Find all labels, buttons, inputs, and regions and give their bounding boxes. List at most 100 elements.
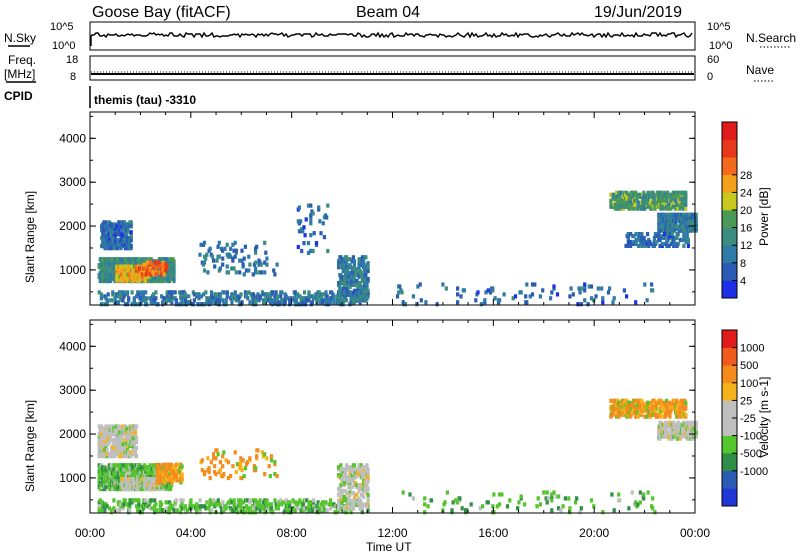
range-time-cell [601, 510, 605, 515]
power-colorbar-tick: 12 [740, 240, 752, 252]
range-time-cell [337, 492, 341, 497]
range-time-cell [254, 270, 258, 275]
range-time-cell [601, 296, 605, 301]
range-time-cell [646, 232, 650, 237]
range-time-cell [180, 296, 184, 301]
range-time-cell [99, 432, 103, 437]
range-time-cell [265, 456, 269, 461]
range-time-cell [214, 456, 218, 461]
range-time-cell [137, 502, 141, 507]
range-time-cell [352, 259, 357, 264]
range-time-cell [187, 294, 191, 299]
range-time-cell [656, 406, 661, 411]
range-time-cell [208, 246, 212, 251]
range-time-cell [664, 214, 668, 219]
range-time-cell [156, 270, 161, 275]
range-time-cell [239, 464, 243, 469]
range-time-cell [125, 426, 130, 431]
range-time-cell [592, 504, 596, 509]
range-time-cell [170, 263, 174, 268]
range-time-cell [209, 300, 214, 305]
nsearch-label: N.Search [746, 31, 796, 45]
range-time-cell [569, 286, 573, 291]
colorbar-segment [722, 330, 737, 348]
range-time-cell [218, 266, 222, 271]
range-time-cell [618, 498, 622, 503]
range-time-cell [107, 424, 111, 429]
range-time-cell [305, 498, 309, 503]
range-time-cell [403, 302, 407, 307]
nsky-trace [90, 31, 693, 46]
range-time-cell [678, 224, 682, 229]
range-time-cell [119, 444, 123, 449]
range-time-cell [659, 206, 663, 211]
power-ylabel: Slant Range [km] [23, 191, 37, 283]
range-time-cell [139, 257, 143, 262]
range-time-cell [197, 292, 201, 297]
range-time-cell [684, 202, 688, 207]
range-time-cell [141, 290, 145, 295]
range-time-cell [174, 468, 178, 473]
range-time-cell [606, 290, 611, 295]
range-time-cell [124, 473, 128, 478]
range-time-cell [684, 206, 688, 211]
range-time-cell [234, 470, 238, 475]
range-time-cell [579, 302, 583, 307]
range-time-cell [254, 298, 258, 303]
range-time-cell [418, 282, 422, 287]
range-time-cell [292, 296, 296, 301]
range-time-cell [172, 259, 176, 264]
range-time-cell [667, 243, 671, 248]
range-time-cell [212, 258, 216, 263]
range-time-cell [460, 506, 464, 511]
velocity-colorbar-tick: 25 [740, 395, 752, 407]
range-time-cell [670, 232, 675, 237]
range-time-cell [583, 298, 587, 303]
colorbar-segment [722, 400, 737, 419]
range-time-cell [130, 302, 134, 307]
range-time-cell [684, 412, 688, 417]
range-time-cell [180, 502, 184, 507]
x-tick-label: 00:00 [75, 526, 105, 540]
range-time-cell [538, 294, 542, 299]
range-time-cell [530, 282, 535, 287]
range-time-cell [360, 284, 365, 289]
range-time-cell [175, 508, 179, 513]
range-time-cell [676, 232, 680, 237]
x-axis-tick-labels: 00:00 04:00 08:00 12:00 16:00 20:00 00:00 [75, 526, 710, 540]
range-time-cell [137, 292, 141, 297]
range-time-cell [350, 267, 354, 272]
colorbar-segment [722, 262, 737, 281]
range-time-cell [206, 270, 210, 275]
range-time-cell [140, 477, 144, 482]
range-time-cell [568, 510, 572, 515]
range-time-cell [240, 258, 244, 263]
range-time-cell [314, 241, 319, 246]
range-time-cell [479, 302, 483, 307]
colorbar-segment [722, 470, 737, 489]
x-tick-label: 12:00 [377, 526, 407, 540]
range-time-cell [263, 300, 267, 305]
range-time-cell [251, 292, 255, 297]
range-time-cell [659, 420, 663, 425]
range-time-cell [345, 496, 349, 501]
range-time-cell [528, 294, 532, 299]
range-time-cell [559, 508, 563, 513]
range-time-cell [119, 438, 123, 443]
range-time-cell [243, 466, 247, 471]
range-time-cell [309, 217, 313, 222]
range-time-cell [358, 469, 362, 474]
range-time-cell [155, 508, 159, 513]
range-time-cell [348, 271, 352, 276]
range-time-cell [299, 219, 303, 224]
range-time-cell [651, 506, 655, 511]
range-time-cell [234, 506, 238, 511]
range-time-cell [122, 220, 126, 225]
range-time-cell [679, 398, 683, 403]
colorbar-segment [722, 245, 737, 264]
range-time-cell [137, 498, 141, 503]
range-time-cell [355, 278, 359, 284]
range-time-cell [198, 510, 202, 515]
range-time-cell [355, 267, 359, 272]
range-time-cell [125, 290, 130, 295]
